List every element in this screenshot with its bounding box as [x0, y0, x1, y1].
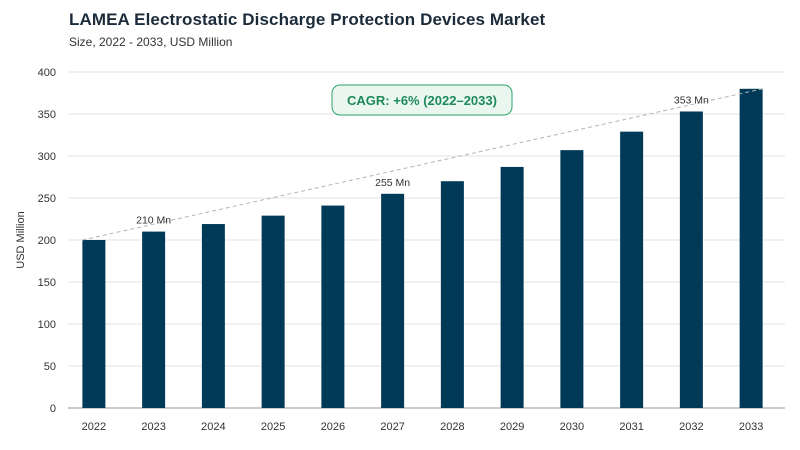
value-annotation: 210 Mn [136, 215, 171, 227]
x-tick-label: 2028 [440, 421, 464, 433]
cagr-label: CAGR: +6% (2022–2033) [347, 93, 497, 108]
bar [381, 193, 405, 408]
chart-title: LAMEA Electrostatic Discharge Protection… [69, 10, 546, 29]
bar [679, 111, 703, 408]
x-tick-label: 2031 [619, 421, 643, 433]
bars [82, 88, 763, 409]
bar [620, 131, 644, 408]
x-tick-label: 2022 [82, 421, 106, 433]
chart-subtitle: Size, 2022 - 2033, USD Million [69, 35, 233, 49]
bar-annotations: 210 Mn 255 Mn 353 Mn [136, 94, 709, 226]
bar [201, 224, 225, 408]
bar [261, 215, 285, 408]
bar [82, 240, 106, 408]
x-tick-label: 2029 [500, 421, 524, 433]
y-tick-label: 100 [38, 319, 56, 331]
x-axis-ticks: 2022 2023 2024 2025 2026 2027 2028 2029 2030 2031… [82, 421, 764, 433]
y-tick-label: 0 [50, 403, 56, 415]
y-tick-label: 250 [38, 193, 56, 205]
y-axis-ticks: 0 50 100 150 200 250 300 350 400 [38, 67, 56, 415]
value-annotation: 353 Mn [674, 94, 709, 106]
x-tick-label: 2027 [380, 421, 404, 433]
y-tick-label: 300 [38, 151, 56, 163]
bar [500, 166, 524, 408]
x-tick-label: 2032 [679, 421, 703, 433]
y-tick-label: 400 [38, 67, 56, 79]
x-tick-label: 2024 [201, 421, 225, 433]
x-tick-label: 2030 [560, 421, 584, 433]
bar [739, 88, 763, 409]
x-tick-label: 2026 [321, 421, 345, 433]
y-tick-label: 50 [44, 361, 56, 373]
x-tick-label: 2033 [739, 421, 763, 433]
bar [560, 150, 584, 408]
x-tick-label: 2023 [141, 421, 165, 433]
y-axis-label: USD Million [15, 211, 27, 268]
y-tick-label: 200 [38, 235, 56, 247]
bar [440, 181, 464, 408]
bar [142, 231, 166, 408]
cagr-badge: CAGR: +6% (2022–2033) [331, 84, 513, 116]
bar [321, 205, 345, 408]
y-tick-label: 150 [38, 277, 56, 289]
value-annotation: 255 Mn [375, 177, 410, 189]
x-tick-label: 2025 [261, 421, 285, 433]
gridlines [68, 71, 785, 409]
y-tick-label: 350 [38, 109, 56, 121]
